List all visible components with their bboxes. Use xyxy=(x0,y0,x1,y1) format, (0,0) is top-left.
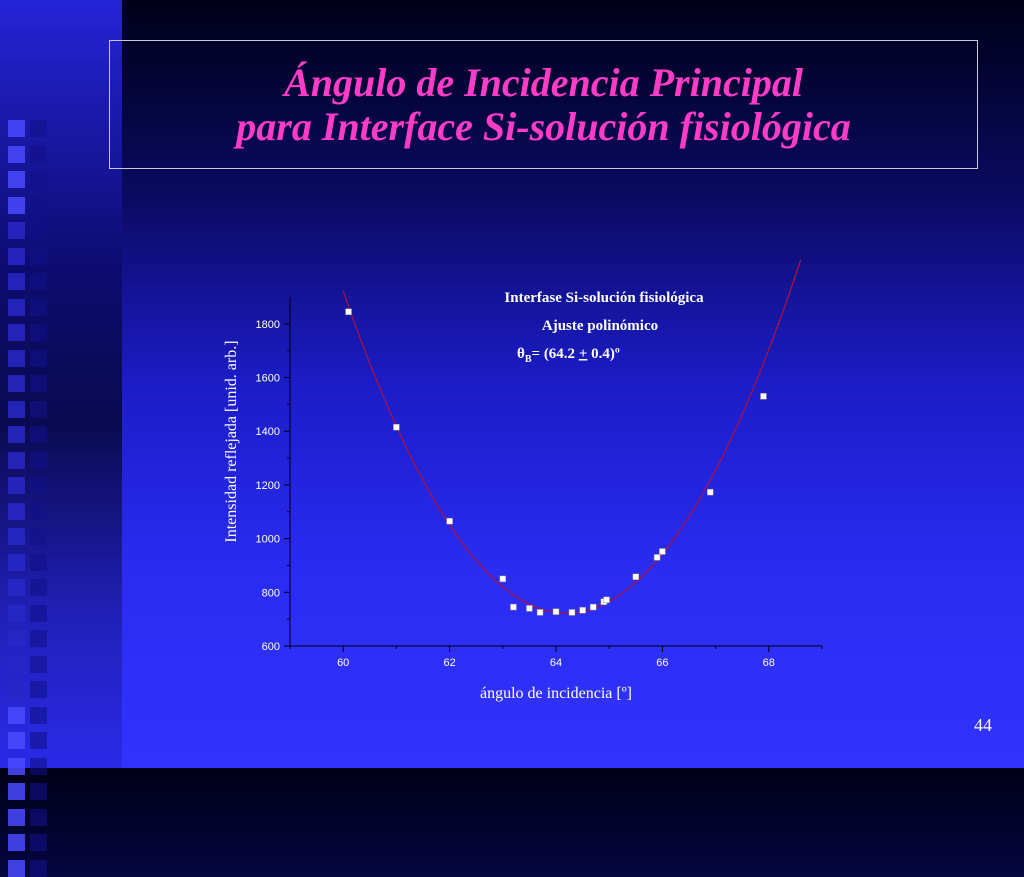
x-tick-label: 60 xyxy=(337,657,349,669)
data-point xyxy=(568,609,576,616)
data-point xyxy=(536,609,544,616)
sidebar-square xyxy=(8,630,25,647)
y-tick-label: 600 xyxy=(262,641,280,653)
sidebar-square xyxy=(30,171,47,188)
sidebar-square xyxy=(8,120,25,137)
sidebar-square xyxy=(30,604,47,622)
data-point xyxy=(345,308,352,316)
sidebar-square xyxy=(8,222,25,239)
sidebar-square xyxy=(8,451,25,469)
data-point xyxy=(760,393,767,400)
data-point xyxy=(510,603,517,611)
sidebar-square xyxy=(8,808,25,826)
sidebar-square xyxy=(30,706,47,724)
sidebar-square xyxy=(30,579,47,596)
sidebar-square xyxy=(30,247,47,265)
y-tick-label: 1000 xyxy=(256,534,280,546)
sidebar-square xyxy=(30,859,47,877)
sidebar-square xyxy=(30,477,47,494)
sidebar-square xyxy=(8,375,25,392)
sidebar-square xyxy=(8,247,25,265)
sidebar-square xyxy=(30,528,47,545)
fit-curve xyxy=(342,259,802,614)
slide-title-line1: Ángulo de Incidencia Principal xyxy=(284,59,803,105)
sidebar-square xyxy=(8,349,25,367)
sidebar-square xyxy=(8,604,25,622)
data-point xyxy=(589,603,597,611)
sidebar-square xyxy=(30,400,47,418)
sidebar-square xyxy=(8,400,25,418)
sidebar-square xyxy=(8,579,25,596)
slide-title-line2: para Interface Si-solución fisiológica xyxy=(236,103,851,149)
y-axis-label: Intensidad reflejada [unid. arb.] xyxy=(223,340,240,542)
sidebar-square xyxy=(30,681,47,698)
sidebar-square xyxy=(8,145,25,163)
sidebar-square xyxy=(8,655,25,673)
y-tick-label: 1800 xyxy=(256,319,280,331)
y-tick-label: 1400 xyxy=(256,426,280,438)
sidebar-square xyxy=(8,783,25,800)
sidebar-square xyxy=(8,273,25,290)
sidebar-square xyxy=(8,834,25,851)
sidebar-square xyxy=(8,477,25,494)
x-tick-label: 66 xyxy=(656,657,668,669)
sidebar-square xyxy=(30,375,47,392)
sidebar-square xyxy=(30,324,47,341)
data-point xyxy=(707,488,714,496)
sidebar-square xyxy=(8,681,25,698)
sidebar-square xyxy=(30,630,47,647)
data-point xyxy=(526,605,533,612)
data-point xyxy=(632,573,640,580)
y-tick-label: 1600 xyxy=(256,373,280,385)
sidebar-square xyxy=(30,655,47,673)
sidebar-square xyxy=(30,349,47,367)
y-tick-label: 1200 xyxy=(256,480,280,492)
sidebar-square xyxy=(30,732,47,749)
chart: 600 800 1000 1200 1400 1600 1800 60 62 64 66 68 ángu… xyxy=(223,259,823,702)
y-tick-label: 800 xyxy=(262,587,280,599)
sidebar-square xyxy=(8,732,25,749)
sidebar-square xyxy=(30,502,47,520)
sidebar-square xyxy=(8,298,25,316)
sidebar-square xyxy=(8,171,25,188)
data-point xyxy=(579,607,586,614)
data-point xyxy=(603,596,610,604)
sidebar-square xyxy=(8,502,25,520)
annotation-theta: θB= (64.2 + 0.4)º xyxy=(517,346,620,365)
sidebar-square xyxy=(8,324,25,341)
title-box: Ángulo de Incidencia Principal para Inte… xyxy=(109,40,978,169)
sidebar-square xyxy=(30,222,47,239)
sidebar-square xyxy=(30,426,47,443)
sidebar-square xyxy=(30,273,47,290)
sidebar-square xyxy=(30,145,47,163)
sidebar-square xyxy=(30,553,47,571)
x-axis-label: ángulo de incidencia [º] xyxy=(480,685,632,702)
x-tick-label: 64 xyxy=(550,657,562,669)
sidebar-square xyxy=(8,528,25,545)
sidebar-decoration xyxy=(0,0,122,877)
sidebar-square xyxy=(8,859,25,877)
sidebar-square xyxy=(30,834,47,851)
annotation-line2: Ajuste polinómico xyxy=(542,318,658,334)
data-point xyxy=(499,575,507,583)
sidebar-square xyxy=(8,196,25,214)
x-tick-label: 62 xyxy=(443,657,455,669)
annotation-line1: Interfase Si-solución fisiológica xyxy=(504,290,704,306)
data-point xyxy=(393,423,400,431)
sidebar-square xyxy=(8,426,25,443)
sidebar-square xyxy=(30,298,47,316)
page-number: 44 xyxy=(974,715,992,735)
sidebar-square xyxy=(30,196,47,214)
sidebar-square xyxy=(30,451,47,469)
data-point xyxy=(653,554,661,561)
data-point xyxy=(446,517,453,525)
sidebar-square xyxy=(30,783,47,800)
sidebar-square xyxy=(8,706,25,724)
sidebar-square xyxy=(8,553,25,571)
sidebar-square xyxy=(30,808,47,826)
sidebar-square xyxy=(30,120,47,137)
data-point xyxy=(659,548,666,555)
data-point xyxy=(552,608,560,615)
x-tick-label: 68 xyxy=(763,657,775,669)
